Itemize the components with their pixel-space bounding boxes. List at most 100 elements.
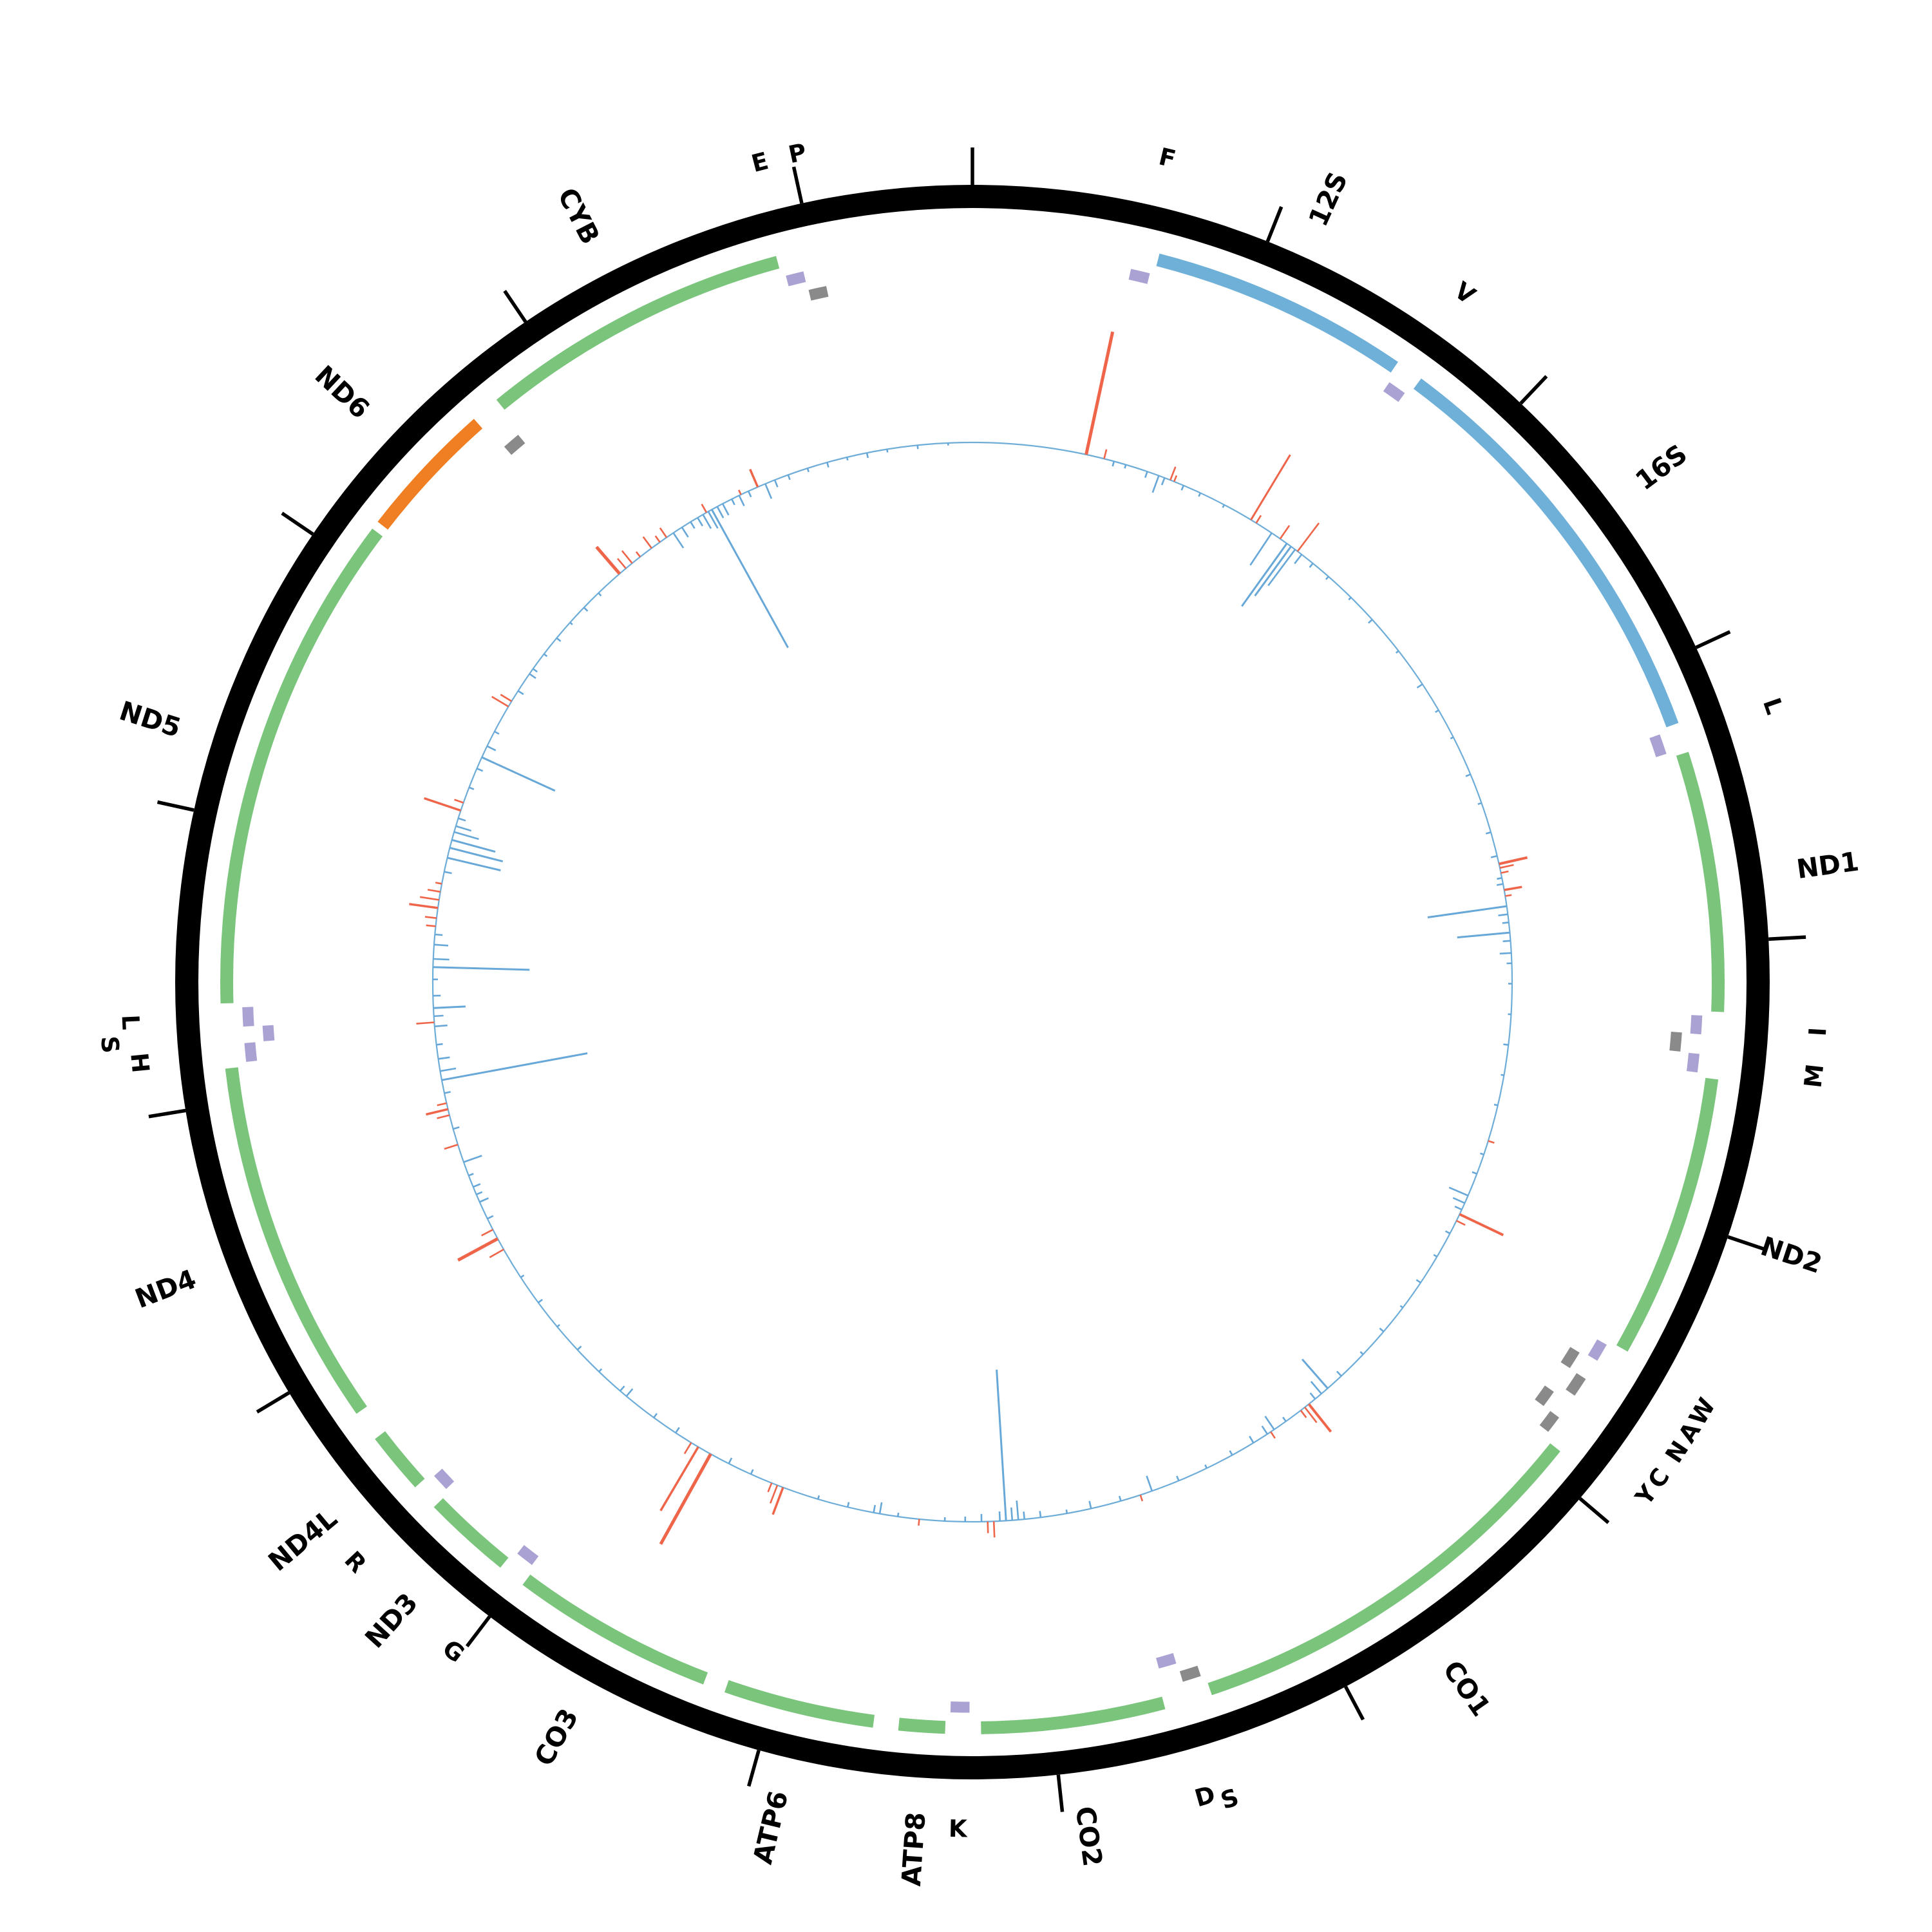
gene-label-cyb: CYB: [551, 183, 605, 249]
trna-label-v: V: [1449, 276, 1481, 310]
variant-spike-out: [1300, 1410, 1307, 1418]
scale-ring-circle: [175, 185, 1770, 1779]
variant-spike-in: [620, 1385, 625, 1392]
variant-spike-in: [486, 745, 497, 752]
variant-spike-in: [1267, 549, 1296, 587]
variant-spike-out: [683, 1442, 692, 1454]
variant-spike-out: [1304, 1406, 1318, 1423]
gene-arc-nd3: [433, 1498, 509, 1568]
trna-label-s: S: [95, 1035, 124, 1054]
gene-label-16s: 16S: [1630, 439, 1693, 497]
trna-dash-v: [1383, 382, 1405, 402]
variant-spike-in: [1490, 855, 1498, 858]
variant-spike-in: [1502, 922, 1510, 924]
variant-spike-out: [1459, 1213, 1504, 1236]
variant-spike-in: [1485, 831, 1492, 835]
trna-dash-y: [1539, 1411, 1560, 1432]
variant-spike-in: [576, 1345, 582, 1350]
variant-spike-in: [1016, 1500, 1019, 1520]
variant-spike-out: [769, 1484, 779, 1504]
variant-spike-out: [767, 1482, 773, 1493]
variant-spike-in: [517, 690, 524, 696]
variant-spike-in: [450, 846, 504, 863]
variant-spike-in: [764, 483, 773, 499]
variant-spike-in: [435, 933, 443, 936]
kb-tick: [465, 1615, 491, 1647]
kb-tick: [256, 1391, 290, 1414]
variant-spike-in: [707, 511, 719, 529]
variant-spike-out: [1139, 1494, 1144, 1502]
kb-tick: [156, 800, 194, 812]
variant-baseline: [431, 441, 1513, 1523]
variant-spike-in: [556, 637, 562, 642]
variant-spike-out: [595, 545, 621, 575]
variant-spike-in: [1472, 1171, 1477, 1175]
variant-spike-in: [476, 1191, 483, 1195]
variant-spike-out: [621, 550, 633, 564]
variant-spike-in: [1427, 905, 1507, 918]
variant-spike-in: [598, 1368, 603, 1372]
variant-spike-out: [409, 903, 439, 909]
gene-arc-co2: [981, 1696, 1166, 1734]
variant-spike-out: [437, 1102, 447, 1106]
variant-spike-in: [878, 1502, 883, 1514]
variant-spike-in: [1249, 532, 1273, 566]
trna-dash-m: [1686, 1052, 1700, 1073]
trna-label-s: S: [1217, 1783, 1242, 1815]
trna-dash-g: [517, 1545, 539, 1566]
variant-spike-out: [424, 797, 462, 812]
variant-spike-in: [806, 468, 810, 473]
variant-spike-out: [659, 1453, 712, 1545]
variant-spike-out: [1255, 515, 1262, 524]
variant-spike-out: [437, 1114, 450, 1119]
gene-label-nd5: ND5: [116, 695, 185, 743]
trna-dash-s: [262, 1025, 275, 1041]
variant-spike-out: [500, 694, 513, 703]
variant-spike-out: [918, 1519, 920, 1526]
gene-label-nd4l: ND4L: [263, 1503, 343, 1578]
variant-spike-in: [468, 1173, 474, 1177]
trna-dash-l: [1649, 734, 1667, 757]
variant-spike-in: [455, 825, 472, 832]
variant-spike-in: [598, 592, 602, 597]
variant-spike-out: [1270, 1431, 1276, 1439]
variant-spike-in: [468, 786, 475, 790]
variant-spike-in: [441, 1052, 588, 1081]
variant-spike-in: [1241, 543, 1288, 607]
variant-spike-out: [654, 535, 661, 543]
variant-spike-in: [996, 1369, 1007, 1521]
trna-dash-i: [1690, 1015, 1703, 1035]
variant-spike-in: [1176, 1475, 1180, 1481]
variant-spike-out: [1170, 466, 1177, 480]
variant-spike-in: [1309, 562, 1314, 568]
gene-label-atp8: ATP8: [896, 1811, 932, 1887]
gene-label-12s: 12S: [1303, 167, 1354, 231]
trna-label-f: F: [1156, 142, 1178, 173]
variant-spike-in: [1395, 650, 1399, 654]
variant-spike-in: [702, 514, 712, 529]
trna-dash-n: [1566, 1373, 1586, 1396]
variant-spike-in: [1479, 1152, 1484, 1156]
variant-spike-in: [1282, 1416, 1287, 1422]
variant-spike-out: [427, 889, 441, 893]
variant-spike-in: [453, 1126, 460, 1130]
variant-spike-in: [433, 943, 449, 947]
variant-baseline-circle: [431, 441, 1513, 1523]
variant-spike-in: [998, 1511, 1001, 1521]
variant-spike-in: [1254, 545, 1292, 597]
variant-spike-in: [873, 1504, 876, 1513]
variant-spike-out: [1084, 331, 1115, 455]
trna-label-l: L: [116, 1014, 144, 1031]
variant-spike-in: [494, 730, 500, 735]
variant-spikes: [409, 331, 1528, 1545]
kb-tick: [1578, 1497, 1610, 1524]
variant-spike-in: [1416, 1279, 1421, 1283]
kb-tick: [1265, 206, 1283, 242]
variant-spike-in: [1497, 876, 1502, 880]
variant-spike-in: [463, 1155, 482, 1163]
variant-spike-in: [1151, 475, 1160, 493]
gene-label-co1: CO1: [1437, 1655, 1497, 1722]
variant-spike-in: [1294, 554, 1303, 564]
trna-dash-l: [242, 1007, 254, 1027]
